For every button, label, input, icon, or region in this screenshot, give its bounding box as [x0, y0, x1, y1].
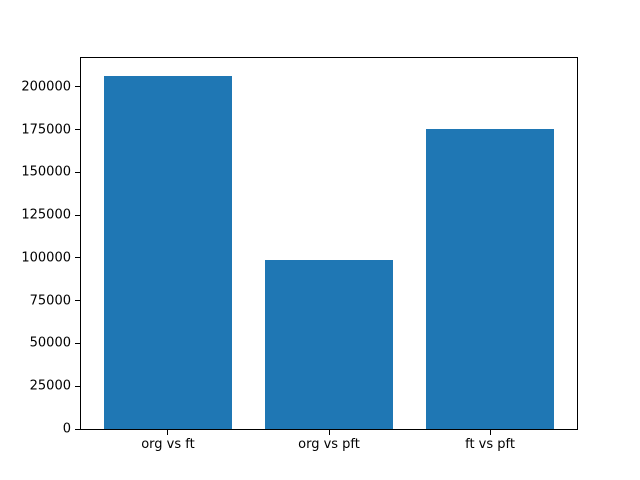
y-axis-tick-label: 25000 [29, 378, 71, 394]
x-axis-tick [167, 430, 169, 435]
y-axis-tick-label: 200000 [21, 79, 71, 95]
plot-area: 0 25000 50000 75000 100000 125000 150000 175000… [21, 57, 578, 451]
y-axis-tick-label: 175000 [21, 122, 71, 138]
y-axis-tick [75, 428, 80, 430]
x-axis-tick [328, 430, 330, 435]
y-axis-tick-label: 75000 [29, 293, 71, 309]
y-axis-tick-label: 100000 [21, 250, 71, 266]
y-axis-tick-label: 50000 [29, 335, 71, 351]
bar-org-vs-ft [103, 75, 233, 429]
bar-org-vs-pft [264, 259, 394, 429]
y-axis-tick [75, 129, 80, 131]
x-axis-tick-label: org vs pft [298, 437, 360, 452]
y-axis-tick [75, 86, 80, 88]
y-axis-tick [75, 385, 80, 387]
x-axis-tick [489, 430, 491, 435]
x-axis-tick-label: ft vs pft [465, 437, 515, 452]
y-axis-tick [75, 171, 80, 173]
y-axis-tick [75, 214, 80, 216]
y-axis-tick-label: 0 [62, 421, 71, 437]
y-axis-tick [75, 257, 80, 259]
y-axis-tick-label: 125000 [21, 207, 71, 223]
y-axis-tick-label: 150000 [21, 164, 71, 180]
x-axis-tick-label: org vs ft [141, 437, 195, 452]
y-axis-tick [75, 342, 80, 344]
y-axis-tick [75, 300, 80, 302]
bar-ft-vs-pft [425, 128, 555, 429]
